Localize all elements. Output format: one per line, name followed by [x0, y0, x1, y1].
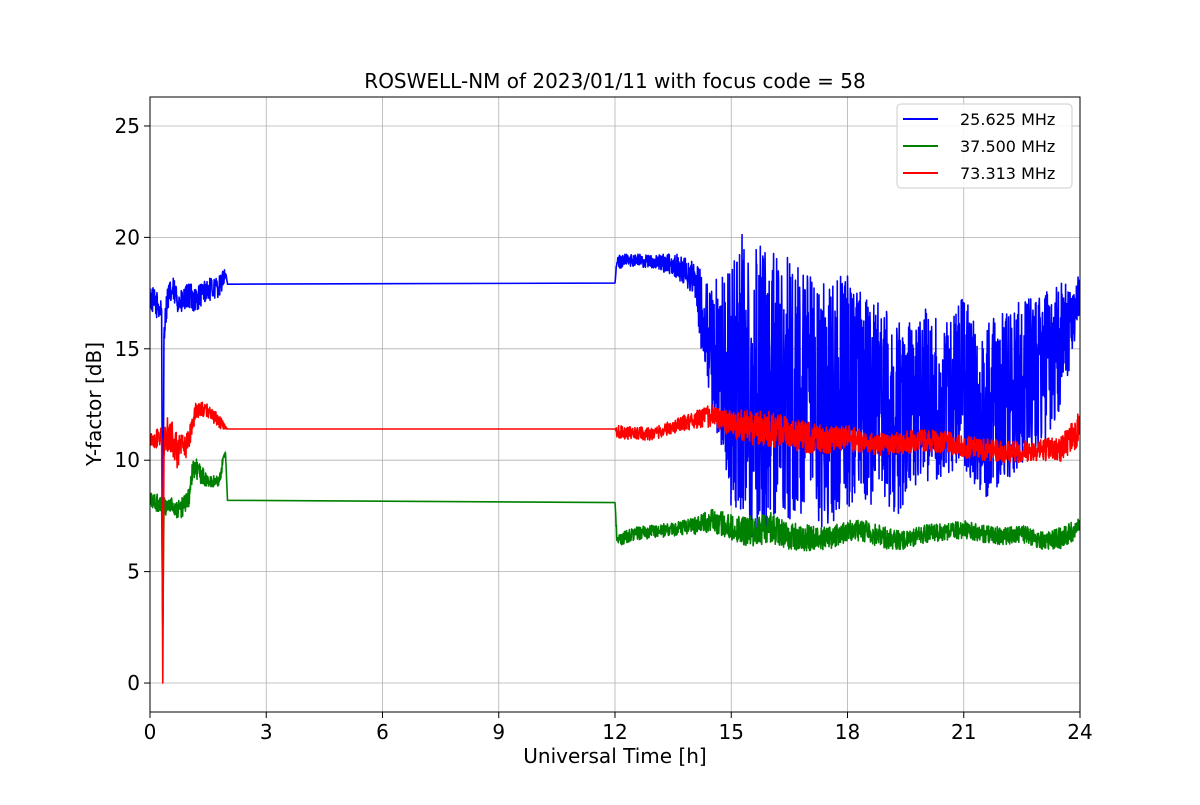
y-tick-label-5: 25 [115, 114, 140, 138]
x-tick-label-0: 0 [144, 720, 157, 744]
x-tick-label-7: 21 [951, 720, 976, 744]
series-line-2 [150, 401, 1080, 684]
x-axis-label: Universal Time [h] [523, 744, 706, 768]
x-tick-label-2: 6 [376, 720, 389, 744]
legend-label-0: 25.625 MHz [960, 110, 1055, 129]
y-tick-label-1: 5 [127, 560, 140, 584]
y-axis-label: Y-factor [dB] [82, 342, 106, 467]
legend-label-1: 37.500 MHz [960, 137, 1055, 156]
series-layer [150, 233, 1080, 684]
tick-layer: 0 3 6 9 12 15 18 21 24 0 5 10 15 20 25 [115, 114, 1093, 744]
x-tick-label-1: 3 [260, 720, 273, 744]
series-line-0 [150, 233, 1080, 626]
y-tick-label-4: 20 [115, 225, 140, 249]
y-tick-label-2: 10 [115, 448, 140, 472]
y-tick-label-0: 0 [127, 671, 140, 695]
legend-box [896, 103, 1073, 189]
chart-title: ROSWELL-NM of 2023/01/11 with focus code… [364, 69, 865, 93]
legend-label-2: 73.313 MHz [960, 164, 1055, 183]
x-tick-label-5: 15 [719, 720, 744, 744]
x-tick-label-4: 12 [602, 720, 627, 744]
x-tick-label-8: 24 [1067, 720, 1092, 744]
x-tick-label-6: 18 [835, 720, 860, 744]
y-tick-label-3: 15 [115, 337, 140, 361]
series-line-1 [150, 451, 1080, 626]
legend: 25.625 MHz 37.500 MHz 73.313 MHz [896, 103, 1073, 189]
x-tick-label-3: 9 [492, 720, 505, 744]
legend-items: 25.625 MHz 37.500 MHz 73.313 MHz [903, 110, 1055, 183]
